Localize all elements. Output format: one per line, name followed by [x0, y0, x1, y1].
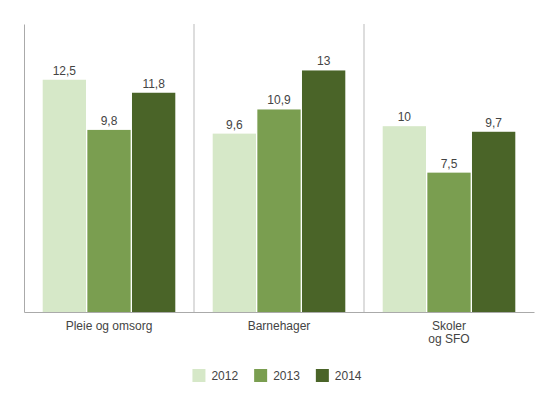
x-tick-label: Skolerog SFO	[428, 319, 469, 347]
legend-swatch	[254, 369, 267, 382]
x-tick: Barnehager	[248, 312, 311, 333]
data-label: 12,5	[53, 64, 77, 78]
bars	[43, 70, 516, 312]
legend-item: 2013	[254, 369, 300, 383]
legend-label: 2014	[335, 369, 362, 383]
legend-item: 2012	[192, 369, 238, 383]
bar	[132, 93, 175, 312]
y-axis-line	[24, 25, 25, 313]
plot: 12,5 9,6 10 9,8 10,9 7,5 11,8 13 9,7 Pleie og oms…	[25, 24, 535, 346]
bar	[472, 132, 515, 312]
legend-label: 2013	[273, 369, 300, 383]
bar	[302, 70, 345, 312]
legend-swatch	[316, 369, 329, 382]
bar	[213, 134, 256, 312]
separator	[194, 24, 195, 312]
data-label: 7,5	[441, 157, 458, 171]
legend: 2012 2013 2014	[192, 369, 361, 383]
data-label: 10,9	[267, 93, 291, 107]
x-axis-line	[25, 312, 535, 313]
legend-item: 2014	[316, 369, 362, 383]
bar	[43, 80, 86, 312]
x-tick-label: Pleie og omsorg	[66, 319, 153, 333]
separators	[194, 24, 364, 312]
x-tick: Skolerog SFO	[428, 312, 469, 346]
separator	[364, 24, 365, 312]
data-label: 9,6	[226, 118, 243, 132]
data-label: 9,7	[485, 116, 502, 130]
legend-label: 2012	[211, 369, 238, 383]
data-labels: 12,5 9,6 10 9,8 10,9 7,5 11,8 13 9,7	[53, 54, 503, 170]
data-label: 10	[398, 110, 412, 124]
data-label: 11,8	[142, 77, 165, 91]
x-tick: Pleie og omsorg	[66, 312, 153, 333]
bar	[257, 109, 300, 312]
data-label: 13	[317, 54, 331, 68]
chart: 12,5 9,6 10 9,8 10,9 7,5 11,8 13 9,7 Pleie og oms…	[0, 0, 554, 398]
bar	[87, 130, 130, 312]
bar	[427, 173, 470, 312]
x-axis: Pleie og omsorg Barnehager Skolerog SFO	[25, 312, 535, 346]
data-label: 9,8	[101, 114, 118, 128]
x-tick-label: Barnehager	[248, 319, 311, 333]
y-axis	[24, 25, 25, 313]
legend-swatch	[192, 369, 205, 382]
bar	[383, 126, 426, 312]
